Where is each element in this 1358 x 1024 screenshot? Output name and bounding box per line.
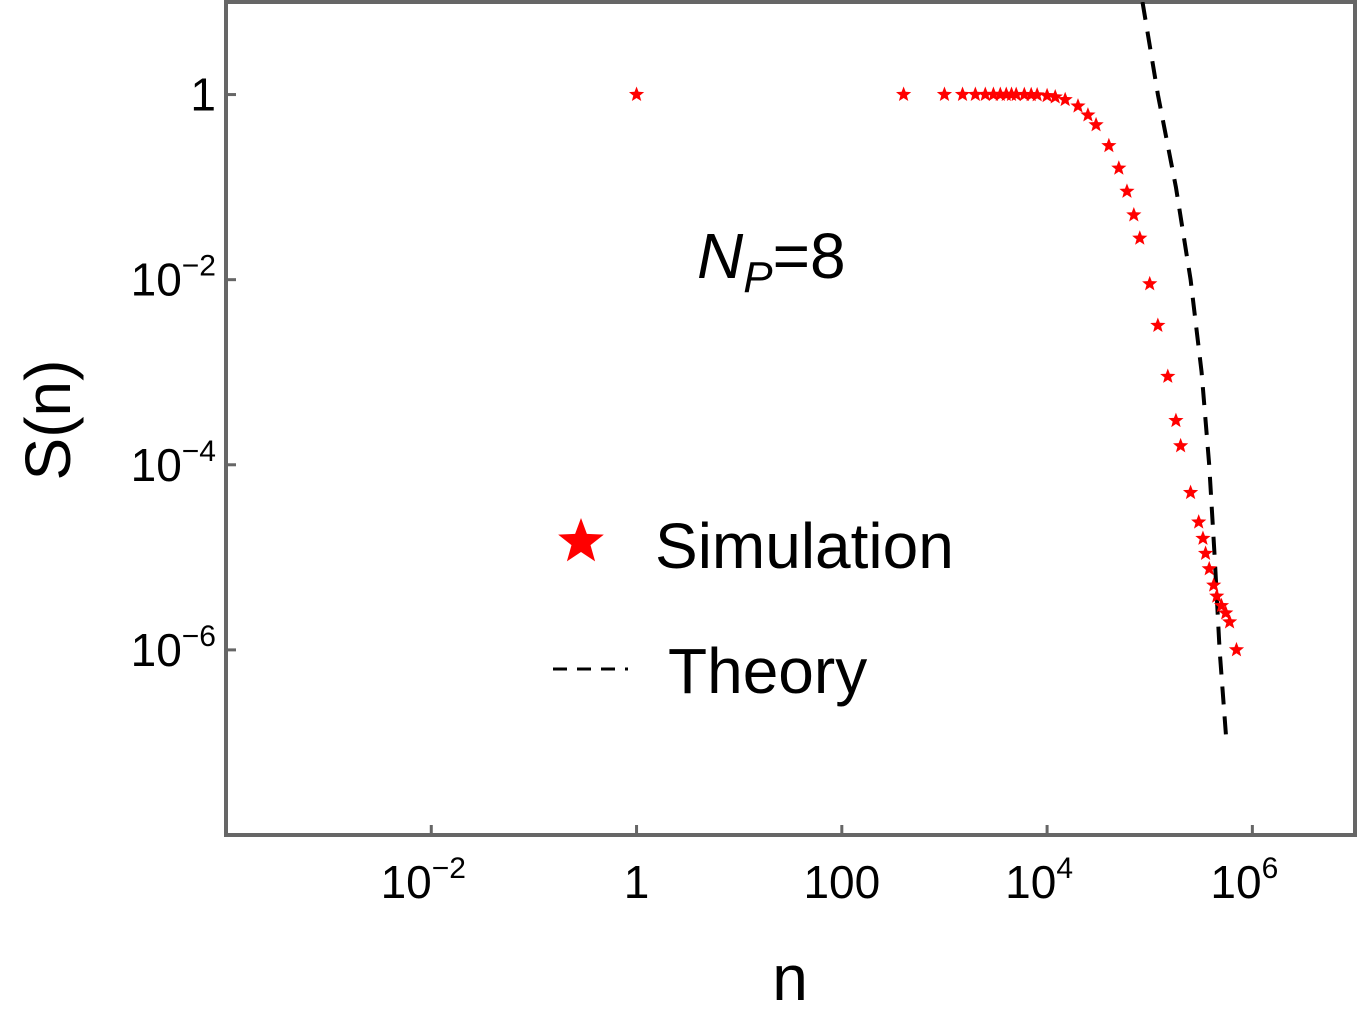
legend-label-simulation: Simulation xyxy=(655,510,954,582)
simulation-point xyxy=(992,86,1008,102)
simulation-point xyxy=(1057,91,1073,107)
simulation-point xyxy=(1008,86,1024,102)
simulation-point xyxy=(1213,597,1230,613)
simulation-point xyxy=(1047,89,1063,104)
data-layer xyxy=(628,2,1245,743)
x-axis-label: n xyxy=(772,942,808,1014)
theory-line xyxy=(1140,2,1229,743)
simulation-point xyxy=(1182,484,1199,500)
annotation-rest: =8 xyxy=(773,220,846,292)
legend-star-marker xyxy=(558,518,604,562)
y-tick-label: 1 xyxy=(190,69,216,121)
simulation-point xyxy=(1101,137,1117,153)
annotation-sub: P xyxy=(743,253,773,302)
simulation-point xyxy=(1221,614,1238,629)
simulation-point xyxy=(1228,641,1245,657)
simulation-point xyxy=(1029,86,1045,102)
simulation-point xyxy=(985,86,1002,102)
simulation-point xyxy=(1111,160,1127,175)
simulation-point xyxy=(1088,116,1104,132)
x-tick-label: 106 xyxy=(1210,852,1278,908)
simulation-point xyxy=(977,86,993,102)
simulation-point xyxy=(1080,107,1096,122)
x-tick-label: 10−2 xyxy=(381,852,466,908)
simulation-point xyxy=(1218,605,1234,620)
simulation-point xyxy=(967,86,983,102)
x-axis-ticks: 10−2 1 100 104 106 xyxy=(381,825,1278,908)
simulation-point xyxy=(1126,206,1142,222)
x-tick-label: 100 xyxy=(803,856,880,908)
simulation-point xyxy=(1197,545,1214,560)
simulation-point xyxy=(1016,86,1032,102)
simulation-point xyxy=(1168,412,1184,428)
simulation-point xyxy=(1023,86,1039,102)
simulation-point xyxy=(1150,317,1166,332)
annotation-main: N xyxy=(697,220,744,292)
simulation-point xyxy=(1195,530,1211,545)
y-axis-ticks: 1 10−2 10−4 10−6 xyxy=(131,69,236,676)
y-tick-label: 10−2 xyxy=(131,250,216,306)
legend-label-theory: Theory xyxy=(668,635,867,707)
simulation-point xyxy=(1132,230,1148,245)
plot-frame xyxy=(224,0,1357,837)
simulation-point xyxy=(1191,514,1207,529)
simulation-point xyxy=(1173,437,1189,453)
simulation-point xyxy=(1201,560,1217,576)
legend: Simulation Theory xyxy=(553,510,954,707)
np-annotation: NP=8 xyxy=(697,220,846,302)
simulation-point xyxy=(1070,98,1086,113)
x-tick-label: 1 xyxy=(624,856,650,908)
simulation-point xyxy=(1142,275,1158,291)
simulation-point xyxy=(936,86,953,102)
y-axis-label: S(n) xyxy=(12,360,84,481)
simulation-point xyxy=(628,86,645,102)
y-tick-label: 10−4 xyxy=(131,435,216,491)
simulation-point xyxy=(1209,588,1225,603)
simulation-point xyxy=(1119,183,1135,198)
simulation-point xyxy=(1206,577,1222,592)
legend-star-shape xyxy=(558,518,604,562)
simulation-point xyxy=(896,86,912,102)
simulation-point xyxy=(1039,87,1055,103)
simulation-point xyxy=(954,86,971,102)
x-tick-label: 104 xyxy=(1005,852,1073,908)
y-tick-label: 10−6 xyxy=(131,620,216,676)
simulation-point xyxy=(1160,368,1176,383)
